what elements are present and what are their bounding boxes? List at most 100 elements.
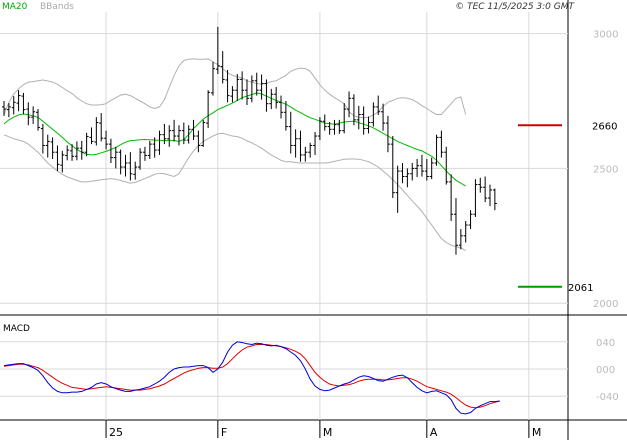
ohlc-bar <box>332 119 337 135</box>
macd-line <box>3 341 500 415</box>
ohlc-bar <box>89 127 94 145</box>
ohlc-bar <box>449 174 454 221</box>
x-tick-label: A <box>430 426 438 439</box>
macd-tick-label: -040 <box>596 392 619 403</box>
macd-signal-line <box>3 344 500 409</box>
ohlc-bar <box>21 92 26 115</box>
macd-tick-label: 040 <box>596 338 615 349</box>
ohlc-bar <box>157 130 162 155</box>
ohlc-bar <box>65 145 70 161</box>
ohlc-bar <box>279 95 284 119</box>
x-tick-label: M <box>532 426 542 439</box>
ohlc-bar <box>351 94 356 126</box>
ohlc-bar <box>293 129 298 158</box>
ohlc-bar <box>215 26 220 75</box>
ohlc-bar <box>317 117 322 141</box>
ohlc-bar <box>16 90 21 112</box>
ohlc-bar <box>31 106 36 124</box>
ohlc-bar <box>167 125 172 147</box>
ohlc-bar <box>220 51 225 84</box>
ohlc-bar <box>322 114 327 131</box>
ohlc-bar <box>26 102 31 126</box>
price-tick-label: 3000 <box>593 30 618 41</box>
ohlc-bar <box>269 88 274 110</box>
ohlc-bar <box>94 117 99 146</box>
price-levels: 2660 2061 <box>518 121 617 294</box>
ohlc-bar <box>405 168 410 188</box>
x-tick-label: F <box>221 426 227 439</box>
macd-tick-label: 000 <box>596 365 615 376</box>
ohlc-bar <box>2 100 6 116</box>
price-y-axis: 3000 2500 2000 <box>593 30 618 311</box>
ohlc-bar <box>84 132 89 157</box>
ohlc-bar <box>390 136 395 199</box>
ohlc-bar <box>274 86 279 109</box>
ohlc-bars <box>2 26 497 255</box>
ohlc-bar <box>259 74 264 100</box>
ma20-polyline <box>3 92 466 187</box>
ohlc-bar <box>225 69 230 103</box>
ohlc-bar <box>342 103 347 134</box>
bbands-lower-line <box>3 132 466 252</box>
ohlc-bar <box>181 122 186 145</box>
ohlc-bar <box>142 146 147 161</box>
ohlc-bar <box>176 125 181 146</box>
ohlc-bar <box>385 115 390 153</box>
ohlc-bar <box>6 103 11 118</box>
ohlc-bar <box>99 113 104 142</box>
ohlc-bar <box>381 103 386 131</box>
ohlc-bar <box>337 119 342 134</box>
bbands-upper-line <box>3 58 467 119</box>
ohlc-bar <box>453 198 458 255</box>
ohlc-bar <box>366 116 371 134</box>
ohlc-bar <box>444 146 449 185</box>
ohlc-bar <box>206 90 211 128</box>
macd-y-axis: 040 000 -040 <box>596 338 619 403</box>
ohlc-bar <box>11 96 16 115</box>
ohlc-bar <box>288 111 293 154</box>
price-grid <box>0 12 568 314</box>
ohlc-bar <box>138 148 143 170</box>
ohlc-bar <box>118 149 123 175</box>
ohlc-bar <box>55 145 60 172</box>
ohlc-bar <box>60 150 65 173</box>
ohlc-bar <box>415 158 420 178</box>
ohlc-bar <box>50 137 55 159</box>
level-label: 2061 <box>568 283 593 294</box>
x-axis: 25 F M A M <box>105 420 542 439</box>
ohlc-bar <box>264 79 269 112</box>
ohlc-bar <box>468 210 473 230</box>
ohlc-bar <box>439 130 444 158</box>
ohlc-bar <box>113 146 118 169</box>
ohlc-bar <box>201 119 206 147</box>
ohlc-bar <box>104 130 109 150</box>
ohlc-bar <box>458 229 463 250</box>
ohlc-bar <box>152 137 157 158</box>
ohlc-bar <box>186 125 191 144</box>
price-tick-label: 2500 <box>593 164 618 175</box>
ma20-line <box>3 92 466 187</box>
ohlc-bar <box>303 146 308 162</box>
x-tick-label: M <box>323 426 333 439</box>
ohlc-bar <box>162 123 167 145</box>
ohlc-bar <box>74 141 79 161</box>
ohlc-bar <box>235 74 240 101</box>
ohlc-bar <box>254 72 259 96</box>
ohlc-bar <box>147 140 152 159</box>
ohlc-bar <box>191 119 196 141</box>
ohlc-bar <box>133 161 138 180</box>
ohlc-bar <box>70 144 75 161</box>
ohlc-bar <box>478 177 483 193</box>
ohlc-bar <box>40 123 45 154</box>
ohlc-bar <box>36 109 41 131</box>
ohlc-bar <box>327 122 332 135</box>
ohlc-bar <box>249 75 254 103</box>
ohlc-bar <box>419 154 424 177</box>
ohlc-bar <box>463 220 468 243</box>
ohlc-bar <box>400 163 405 184</box>
copyright-text: © TEC 11/5/2025 3:0 GMT <box>455 2 575 12</box>
ohlc-bar <box>356 105 361 130</box>
ohlc-bar <box>395 165 400 213</box>
